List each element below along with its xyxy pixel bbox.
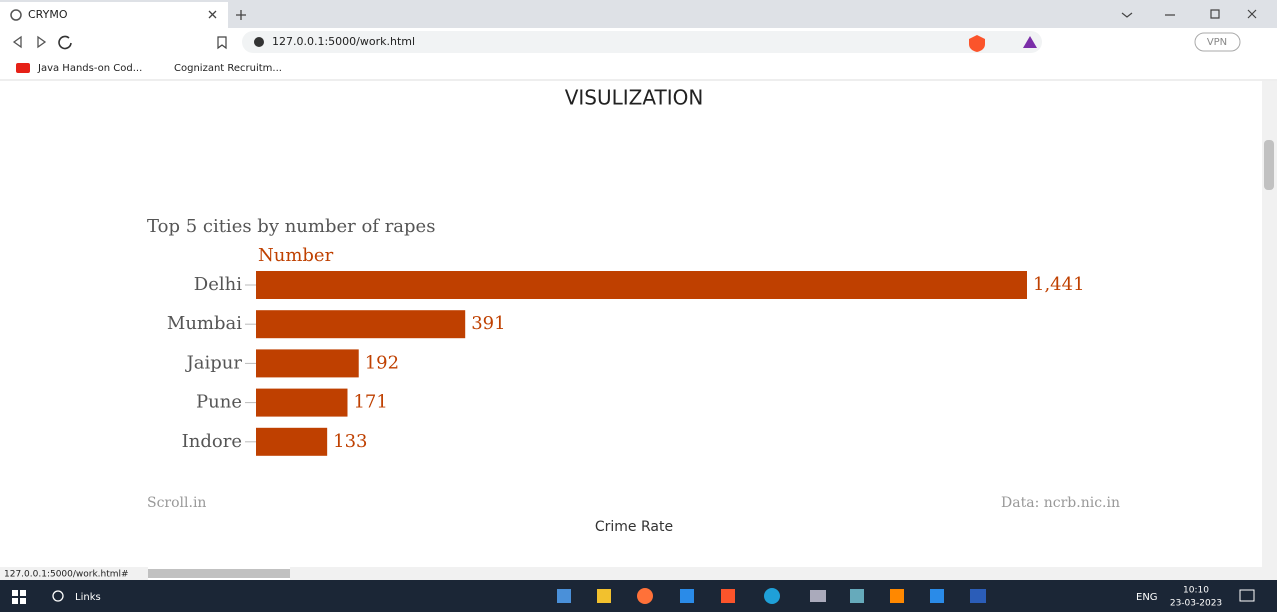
app[interactable] — [721, 589, 735, 603]
category-label: Indore — [182, 431, 242, 452]
status — [0, 567, 148, 580]
nav-buttons[interactable] — [12, 35, 47, 49]
window-controls[interactable] — [1121, 9, 1257, 19]
vpn-label: VPN — [1207, 37, 1227, 48]
app[interactable] — [970, 589, 986, 603]
app[interactable] — [637, 588, 653, 604]
value-label: 192 — [365, 352, 399, 373]
chart-title: Top 5 cities by number of rapes — [147, 216, 435, 237]
app[interactable] — [810, 590, 826, 602]
search-label[interactable]: Links — [75, 592, 101, 603]
bar — [256, 271, 1027, 299]
tab[interactable] — [0, 2, 228, 28]
tab-close[interactable] — [208, 10, 217, 19]
bar — [256, 427, 328, 456]
bookmark-btn[interactable] — [217, 36, 227, 50]
value-label: 1,441 — [1033, 274, 1085, 295]
app[interactable] — [557, 589, 571, 603]
scrollbar[interactable] — [1262, 81, 1277, 567]
app[interactable] — [680, 589, 694, 603]
brave-shield[interactable] — [969, 35, 985, 52]
notifications[interactable] — [1239, 589, 1255, 602]
lang[interactable]: ENG — [1136, 592, 1158, 603]
value-label: 391 — [471, 313, 505, 334]
tab-title: CRYMO — [28, 8, 68, 21]
url-box[interactable] — [242, 31, 1042, 53]
category-label: Delhi — [194, 274, 242, 295]
bookmark[interactable]: Cognizant Recruitm... — [174, 63, 282, 74]
category-label: Pune — [196, 392, 242, 413]
app[interactable] — [597, 589, 611, 603]
url: 127.0.0.1:5000/work.html — [272, 35, 415, 48]
search-icon — [52, 590, 64, 602]
app[interactable] — [764, 588, 780, 604]
time[interactable]: 10:10 — [1183, 586, 1209, 596]
scroll-thumb[interactable] — [1264, 140, 1274, 190]
reload[interactable] — [58, 35, 72, 50]
app[interactable] — [930, 589, 944, 603]
source-right: Data: ncrb.nic.in — [1001, 495, 1120, 511]
bar — [256, 310, 466, 339]
bar — [256, 388, 348, 417]
status-url: 127.0.0.1:5000/work.html# — [4, 570, 129, 580]
new-tab[interactable] — [236, 10, 246, 20]
viewport — [0, 81, 1262, 567]
site-info[interactable] — [254, 37, 264, 47]
source-left: Scroll.in — [147, 495, 206, 511]
start[interactable] — [12, 590, 26, 604]
app[interactable] — [850, 589, 864, 603]
bar — [256, 349, 359, 378]
value-label: 133 — [333, 431, 367, 452]
h-track — [290, 567, 1277, 580]
axis-label: Number — [258, 245, 334, 266]
bookmark[interactable]: Java Hands-on Cod... — [37, 63, 142, 74]
category-label: Mumbai — [167, 313, 242, 334]
value-label: 171 — [353, 392, 387, 413]
vpn-btn[interactable] — [1194, 32, 1241, 52]
date[interactable]: 23-03-2023 — [1170, 599, 1222, 609]
tab-icon — [10, 9, 22, 21]
app[interactable] — [890, 589, 904, 603]
bookmarks-bar — [0, 56, 1277, 80]
taskbar-apps — [557, 588, 986, 604]
yt-icon — [16, 63, 30, 73]
caption: Crime Rate — [595, 519, 673, 535]
page-heading: VISULIZATION — [565, 86, 704, 110]
rewards[interactable] — [1023, 36, 1037, 48]
h-scroll[interactable] — [148, 569, 290, 578]
category-label: Jaipur — [185, 352, 243, 373]
